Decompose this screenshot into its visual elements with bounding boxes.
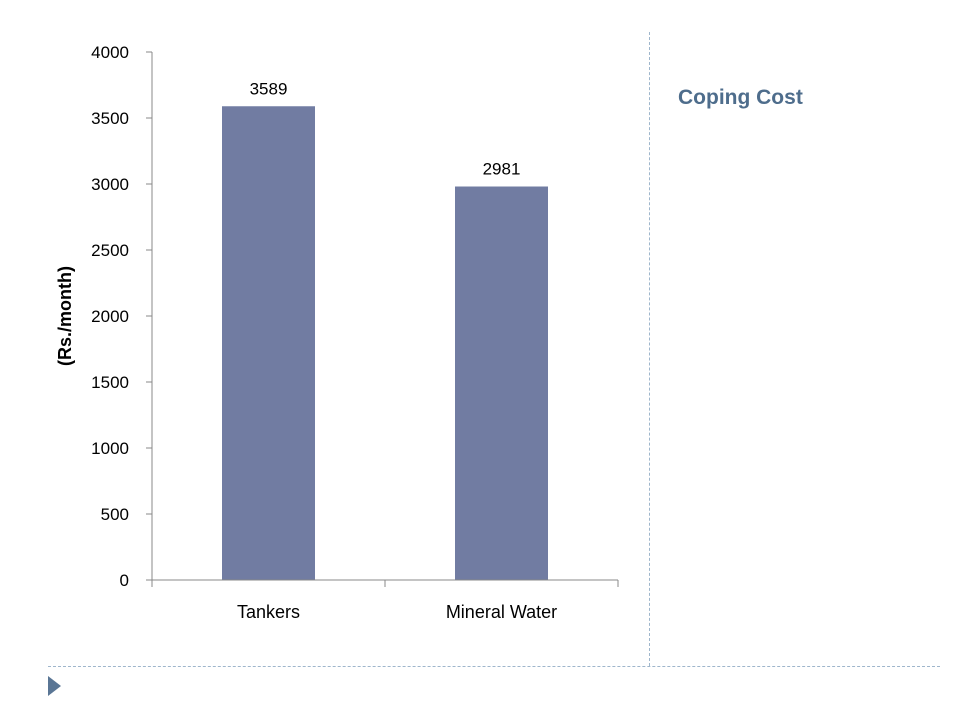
horizontal-divider [48, 666, 940, 667]
bar-value-label: 2981 [483, 160, 521, 179]
vertical-divider [649, 32, 650, 666]
y-tick-label: 4000 [91, 43, 129, 62]
y-tick-label: 2000 [91, 307, 129, 326]
y-axis-ticks: 0 500 1000 1500 2000 2500 3000 3500 4000 [91, 43, 152, 590]
data-labels: 3589 2981 [250, 79, 521, 178]
y-tick-label: 2500 [91, 241, 129, 260]
y-tick-label: 1500 [91, 373, 129, 392]
triangle-bullet-icon [48, 676, 61, 696]
category-label: Mineral Water [446, 602, 557, 622]
y-tick-label: 0 [120, 571, 129, 590]
y-tick-label: 3500 [91, 109, 129, 128]
bar [455, 186, 548, 580]
slide-title: Coping Cost [678, 86, 803, 109]
category-label: Tankers [237, 602, 300, 622]
y-tick-label: 3000 [91, 175, 129, 194]
y-tick-label: 500 [101, 505, 129, 524]
y-axis-label: (Rs./month) [55, 266, 75, 366]
bar-series [222, 106, 548, 580]
x-axis-labels: Tankers Mineral Water [151, 580, 619, 622]
bar-value-label: 3589 [250, 79, 288, 98]
y-tick-label: 1000 [91, 439, 129, 458]
bar [222, 106, 315, 580]
